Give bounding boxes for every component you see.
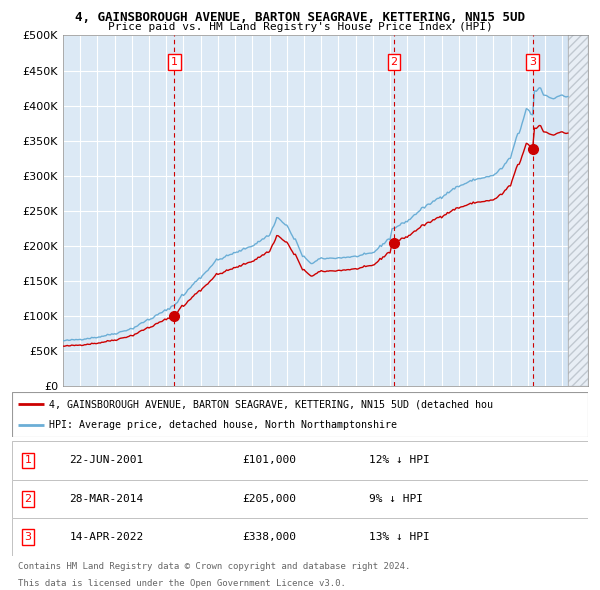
Text: This data is licensed under the Open Government Licence v3.0.: This data is licensed under the Open Gov… <box>18 579 346 588</box>
Text: HPI: Average price, detached house, North Northamptonshire: HPI: Average price, detached house, Nort… <box>49 419 397 430</box>
Text: 2: 2 <box>25 494 32 504</box>
Text: £338,000: £338,000 <box>242 532 296 542</box>
Text: Contains HM Land Registry data © Crown copyright and database right 2024.: Contains HM Land Registry data © Crown c… <box>18 562 410 571</box>
Text: 28-MAR-2014: 28-MAR-2014 <box>70 494 144 504</box>
Text: 13% ↓ HPI: 13% ↓ HPI <box>369 532 430 542</box>
Text: 4, GAINSBOROUGH AVENUE, BARTON SEAGRAVE, KETTERING, NN15 5UD (detached hou: 4, GAINSBOROUGH AVENUE, BARTON SEAGRAVE,… <box>49 399 493 409</box>
Text: 3: 3 <box>25 532 32 542</box>
Text: 1: 1 <box>25 455 32 466</box>
Text: 22-JUN-2001: 22-JUN-2001 <box>70 455 144 466</box>
Text: £101,000: £101,000 <box>242 455 296 466</box>
Text: 9% ↓ HPI: 9% ↓ HPI <box>369 494 423 504</box>
Text: 1: 1 <box>171 57 178 67</box>
Text: 12% ↓ HPI: 12% ↓ HPI <box>369 455 430 466</box>
Text: 2: 2 <box>391 57 398 67</box>
Text: 4, GAINSBOROUGH AVENUE, BARTON SEAGRAVE, KETTERING, NN15 5UD: 4, GAINSBOROUGH AVENUE, BARTON SEAGRAVE,… <box>75 11 525 24</box>
Text: 3: 3 <box>529 57 536 67</box>
Text: Price paid vs. HM Land Registry's House Price Index (HPI): Price paid vs. HM Land Registry's House … <box>107 22 493 32</box>
Text: £205,000: £205,000 <box>242 494 296 504</box>
Text: 14-APR-2022: 14-APR-2022 <box>70 532 144 542</box>
